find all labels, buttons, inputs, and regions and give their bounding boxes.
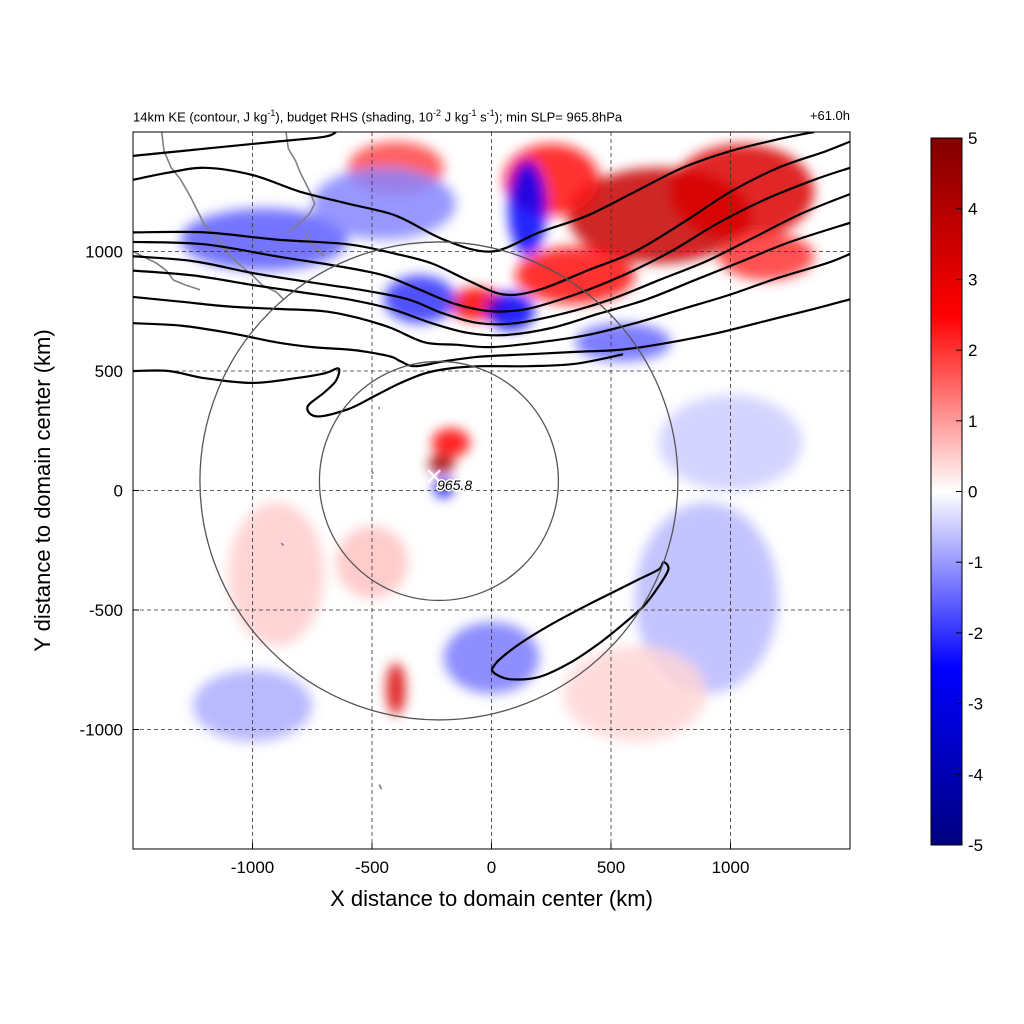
colorbar-tick-label-0: 0 bbox=[968, 483, 977, 502]
ke-contour-0 bbox=[133, 132, 337, 157]
axes: -1000 -500 0 500 1000 -1000 -500 0 500 1000 X dist… bbox=[30, 243, 749, 912]
y-tick-label--500: -500 bbox=[89, 601, 123, 620]
x-tick-label-1000: 1000 bbox=[712, 858, 750, 877]
x-tick-label-500: 500 bbox=[597, 858, 625, 877]
ke-contour-2 bbox=[133, 140, 850, 297]
colorbar-tick-label--5: -5 bbox=[968, 836, 983, 855]
rhs-anomaly-20 bbox=[228, 502, 325, 646]
rhs-anomaly-18 bbox=[634, 502, 779, 694]
title-mid-2: J kg bbox=[440, 109, 469, 125]
x-tick-label--500: -500 bbox=[355, 858, 389, 877]
title-mid-1: ), budget RHS (shading, 10 bbox=[275, 109, 433, 125]
colorbar: 5 4 3 2 1 0 -1 -2 -3 -4 -5 bbox=[930, 129, 983, 855]
coastline-layer bbox=[133, 132, 383, 790]
ke-contour-9 bbox=[490, 561, 670, 681]
y-tick-label-500: 500 bbox=[95, 362, 123, 381]
colorbar-tick-label-3: 3 bbox=[968, 270, 977, 289]
lead-time-label: +61.0h bbox=[809, 108, 850, 123]
title-sup-4: -1 bbox=[486, 108, 495, 118]
storm-min-slp-label: 965.8 bbox=[437, 477, 472, 493]
colorbar-tick-label-1: 1 bbox=[968, 412, 977, 431]
rhs-anomaly-22 bbox=[563, 645, 707, 742]
rhs-anomaly-10 bbox=[508, 160, 547, 257]
rhs-anomaly-7 bbox=[428, 454, 455, 474]
storm-center: 965.8 bbox=[427, 469, 474, 495]
coastline-0 bbox=[160, 132, 285, 300]
rhs-anomaly-19 bbox=[192, 669, 313, 742]
rhs-anomaly-8 bbox=[431, 428, 470, 458]
colorbar-tick-label-4: 4 bbox=[968, 200, 977, 219]
rhs-anomaly-1 bbox=[670, 143, 815, 240]
title-prefix: 14km KE (contour, J kg bbox=[133, 109, 268, 125]
ke-contour-4 bbox=[133, 193, 850, 326]
x-tick-label-0: 0 bbox=[487, 858, 496, 877]
y-tick-label--1000: -1000 bbox=[80, 721, 123, 740]
title-sup-3: -1 bbox=[468, 108, 477, 118]
rhs-anomaly-16 bbox=[434, 478, 454, 498]
coastline-3 bbox=[304, 232, 325, 257]
coastline-7 bbox=[378, 784, 383, 790]
colorbar-tick-label--3: -3 bbox=[968, 695, 983, 714]
coastline-2 bbox=[133, 250, 201, 291]
ke-contour-3 bbox=[133, 166, 850, 313]
y-axis-label: Y distance to domain center (km) bbox=[30, 329, 55, 651]
range-circle-1 bbox=[199, 241, 679, 721]
ke-contour-5 bbox=[133, 221, 850, 337]
y-tick-label-1000: 1000 bbox=[85, 243, 123, 262]
coastline-1 bbox=[285, 132, 316, 234]
title-mid-3: s bbox=[476, 109, 487, 125]
storm-center-marker bbox=[427, 469, 441, 483]
title-suffix: ); min SLP= 965.8hPa bbox=[494, 109, 623, 125]
title-sup-2: -2 bbox=[432, 108, 441, 118]
ke-contour-1 bbox=[133, 132, 815, 253]
colorbar-tick-label--1: -1 bbox=[968, 553, 983, 572]
x-tick-label--1000: -1000 bbox=[231, 858, 274, 877]
chart-title: 14km KE (contour, J kg-1), budget RHS (s… bbox=[133, 108, 622, 124]
colorbar-tick-label--2: -2 bbox=[968, 624, 983, 643]
range-circle-0 bbox=[318, 360, 560, 602]
colorbar-tick-label--4: -4 bbox=[968, 765, 983, 784]
title-sup-1: -1 bbox=[267, 108, 276, 118]
colorbar-tick-label-2: 2 bbox=[968, 341, 977, 360]
colorbar-tick-label-5: 5 bbox=[968, 129, 977, 148]
rhs-anomaly-12 bbox=[312, 167, 456, 240]
y-tick-label-0: 0 bbox=[114, 482, 123, 501]
rhs-anomaly-9 bbox=[386, 662, 406, 716]
ke-contour-7 bbox=[133, 298, 850, 368]
ke-contour-8 bbox=[133, 353, 624, 418]
x-axis-label: X distance to domain center (km) bbox=[330, 886, 653, 911]
plot-area: 965.8 bbox=[133, 132, 850, 849]
coastline-6 bbox=[280, 542, 285, 547]
rhs-anomaly-11 bbox=[180, 208, 349, 271]
range-circles bbox=[199, 241, 679, 721]
